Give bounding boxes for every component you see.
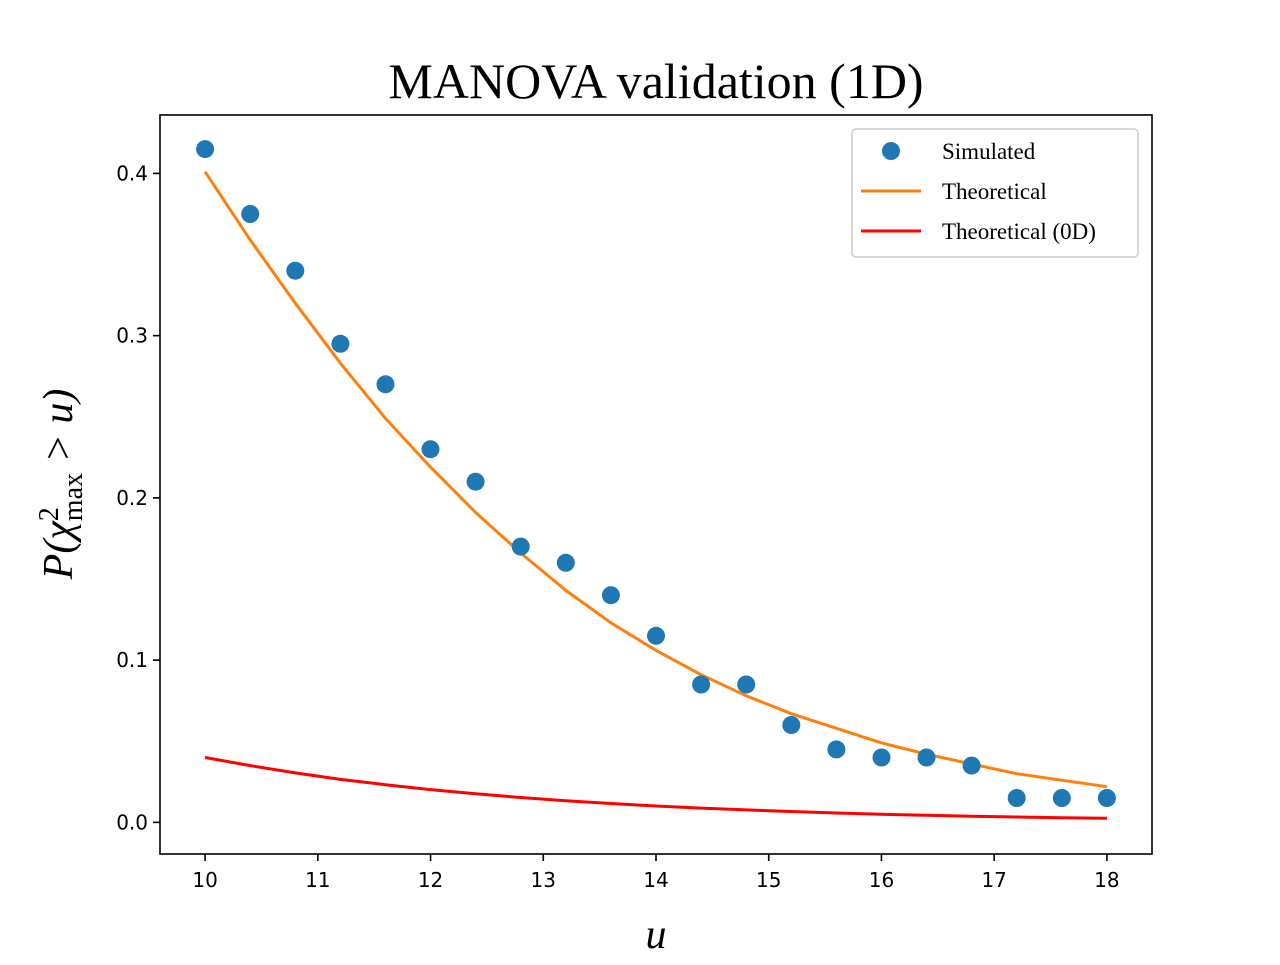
data-point [647, 626, 665, 645]
legend: Simulated Theoretical Theoretical (0D) [851, 128, 1139, 258]
x-tick-label: 18 [1094, 868, 1119, 892]
y-tick-label: 0.0 [116, 810, 148, 834]
x-axis-label: u [646, 912, 667, 958]
chart-title: MANOVA validation (1D) [388, 53, 923, 109]
y-tick-label: 0.3 [116, 324, 148, 348]
x-tick-label: 11 [305, 868, 330, 892]
data-point [241, 205, 260, 223]
legend-label: Theoretical [942, 179, 1047, 204]
data-point [286, 261, 305, 280]
y-tick-label: 0.4 [116, 161, 148, 185]
y-axis-label-prefix: P(χ [36, 520, 82, 581]
data-point [827, 740, 846, 759]
data-point [376, 375, 395, 394]
series-layer [196, 140, 1116, 820]
data-point [872, 748, 891, 767]
data-point [331, 334, 350, 353]
y-tick-label: 0.2 [116, 486, 148, 510]
data-point [692, 675, 711, 694]
x-tick-label: 16 [869, 868, 894, 892]
legend-frame [851, 128, 1139, 258]
y-axis: 0.0 0.1 0.2 0.3 0.4 [116, 161, 160, 834]
data-point [1052, 789, 1071, 807]
data-point [1007, 789, 1026, 807]
x-tick-label: 14 [643, 868, 668, 892]
y-axis-label-sub: max [58, 473, 89, 521]
x-axis: 10 11 12 13 14 15 16 17 18 [192, 854, 1120, 892]
y-tick-label: 0.1 [116, 648, 148, 672]
y-axis-label-suffix: > u) [36, 389, 82, 473]
series-line-theoretical [203, 170, 1108, 789]
legend-label: Theoretical (0D) [942, 219, 1096, 244]
x-tick-label: 10 [192, 868, 217, 892]
legend-label: Simulated [942, 139, 1036, 164]
data-point [196, 140, 215, 159]
data-point [601, 586, 620, 605]
data-point [962, 756, 981, 775]
data-point [511, 537, 530, 556]
x-tick-label: 15 [756, 868, 781, 892]
data-point [556, 553, 575, 572]
data-point [1097, 789, 1116, 807]
y-axis-label-sup: 2 [34, 507, 65, 521]
x-tick-label: 12 [418, 868, 443, 892]
data-point [782, 716, 801, 734]
y-axis-label: P(χ2max > u) [34, 389, 89, 581]
x-tick-label: 17 [981, 868, 1006, 892]
data-point [421, 440, 440, 459]
data-point [917, 748, 936, 767]
data-point [737, 675, 756, 694]
data-point [466, 472, 485, 491]
x-tick-label: 13 [531, 868, 556, 892]
series-line-theoretical-0d [204, 756, 1107, 820]
legend-swatch-marker [882, 142, 900, 160]
